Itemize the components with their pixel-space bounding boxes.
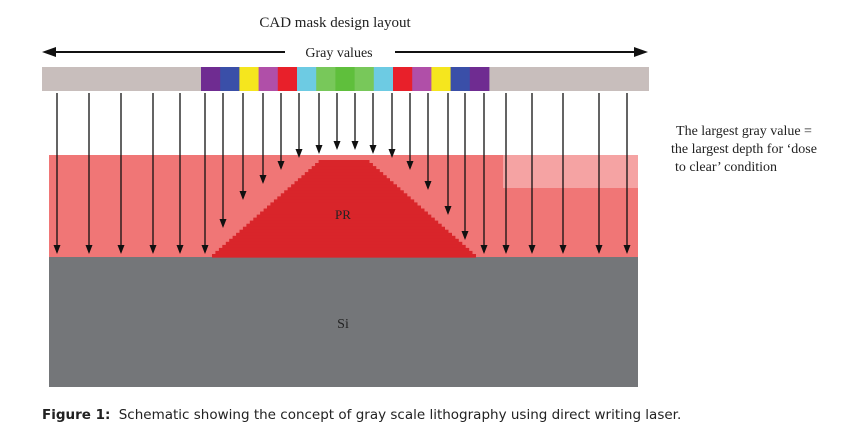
exposure-arrowhead bbox=[406, 161, 414, 170]
mesa-step bbox=[311, 166, 377, 170]
exposure-arrowhead bbox=[259, 175, 267, 184]
exposure-arrowhead bbox=[315, 145, 323, 154]
exposure-arrowhead bbox=[85, 245, 93, 254]
mask-gray-segment bbox=[469, 67, 490, 91]
mesa-step bbox=[318, 160, 370, 164]
mesa-step bbox=[267, 205, 421, 210]
mesa-step bbox=[270, 202, 418, 207]
mask-gray-segment bbox=[431, 67, 451, 91]
mesa-step bbox=[301, 175, 387, 179]
mesa-step bbox=[273, 199, 415, 204]
mesa-step bbox=[304, 172, 384, 176]
exposure-arrowhead bbox=[239, 191, 247, 200]
mesa-step bbox=[294, 181, 394, 185]
exposure-arrowhead bbox=[149, 245, 157, 254]
figure-caption-label: Figure 1: bbox=[42, 407, 111, 423]
exposure-arrowhead bbox=[559, 245, 567, 254]
mask-gray-segment bbox=[316, 67, 336, 91]
figure-caption-text: Schematic showing the concept of gray sc… bbox=[118, 407, 682, 423]
exposure-arrowhead bbox=[176, 245, 184, 254]
mesa-step bbox=[263, 208, 425, 213]
photoresist-mesa bbox=[212, 160, 476, 258]
mesa-step bbox=[242, 226, 445, 231]
lithography-diagram: CAD mask design layout Gray values Si PR… bbox=[42, 15, 817, 387]
exposure-arrowhead bbox=[480, 245, 488, 254]
mask-gray-segment bbox=[412, 67, 432, 91]
exposure-arrows bbox=[53, 93, 631, 254]
mask-gray-segment bbox=[335, 67, 355, 91]
mesa-step bbox=[260, 211, 428, 216]
exposure-arrowhead bbox=[461, 231, 469, 240]
exposure-arrowhead bbox=[201, 245, 209, 254]
mesa-step bbox=[287, 187, 401, 191]
mask-gray-segment bbox=[258, 67, 279, 91]
mask-gray-segment bbox=[373, 67, 394, 91]
mask-gray-segment bbox=[354, 67, 375, 91]
mesa-step bbox=[277, 196, 411, 201]
figure-caption: Figure 1: Schematic showing the concept … bbox=[42, 407, 832, 423]
mask-gray-segment bbox=[297, 67, 317, 91]
mesa-step bbox=[239, 229, 449, 234]
mesa-step bbox=[218, 247, 470, 252]
note-line-2: the largest depth for ‘dose bbox=[671, 142, 817, 157]
mesa-step bbox=[236, 232, 452, 237]
mesa-step bbox=[215, 250, 473, 255]
mesa-step bbox=[253, 217, 435, 222]
mask-gray-segment bbox=[201, 67, 221, 91]
cad-mask-strip bbox=[42, 67, 649, 91]
mesa-step bbox=[308, 169, 380, 173]
silicon-label: Si bbox=[337, 317, 349, 332]
exposure-arrowhead bbox=[219, 219, 227, 228]
gray-values-arrowhead-left bbox=[42, 47, 56, 57]
exposure-arrowhead bbox=[333, 141, 341, 150]
exposure-arrowhead bbox=[277, 161, 285, 170]
mesa-step bbox=[229, 238, 459, 243]
mask-gray-segment bbox=[239, 67, 259, 91]
exposure-arrowhead bbox=[295, 149, 303, 158]
exposure-arrowhead bbox=[502, 245, 510, 254]
exposure-arrowhead bbox=[528, 245, 536, 254]
mesa-step bbox=[284, 190, 404, 194]
note-line-3: to clear’ condition bbox=[675, 160, 777, 175]
exposure-arrowhead bbox=[444, 206, 452, 215]
exposure-arrowhead bbox=[369, 145, 377, 154]
mesa-step bbox=[225, 241, 463, 246]
mesa-step bbox=[232, 235, 456, 240]
mesa-step bbox=[222, 244, 466, 249]
mesa-step bbox=[297, 178, 390, 182]
mask-gray-segment bbox=[220, 67, 240, 91]
exposure-arrowhead bbox=[424, 181, 432, 190]
gray-values-label: Gray values bbox=[305, 46, 372, 61]
resist-highlight-region bbox=[503, 155, 638, 188]
silicon-substrate bbox=[49, 257, 638, 387]
mask-gray-segment bbox=[393, 67, 413, 91]
mesa-step bbox=[256, 214, 432, 219]
gray-values-arrowhead-right bbox=[634, 47, 648, 57]
exposure-arrowhead bbox=[351, 141, 359, 150]
mesa-step bbox=[249, 220, 439, 225]
mask-gray-segment bbox=[450, 67, 471, 91]
exposure-arrowhead bbox=[388, 149, 396, 158]
mesa-step bbox=[291, 184, 397, 188]
mesa-step bbox=[246, 223, 442, 228]
photoresist-label: PR bbox=[335, 207, 351, 222]
exposure-arrowhead bbox=[623, 245, 631, 254]
note-line-1: The largest gray value = bbox=[676, 124, 812, 139]
mesa-step bbox=[280, 193, 408, 197]
exposure-arrowhead bbox=[117, 245, 125, 254]
mask-gray-segment bbox=[277, 67, 298, 91]
mesa-step bbox=[315, 163, 373, 167]
exposure-arrowhead bbox=[53, 245, 61, 254]
diagram-title: CAD mask design layout bbox=[259, 15, 411, 31]
mesa-step bbox=[212, 254, 476, 258]
exposure-arrowhead bbox=[595, 245, 603, 254]
